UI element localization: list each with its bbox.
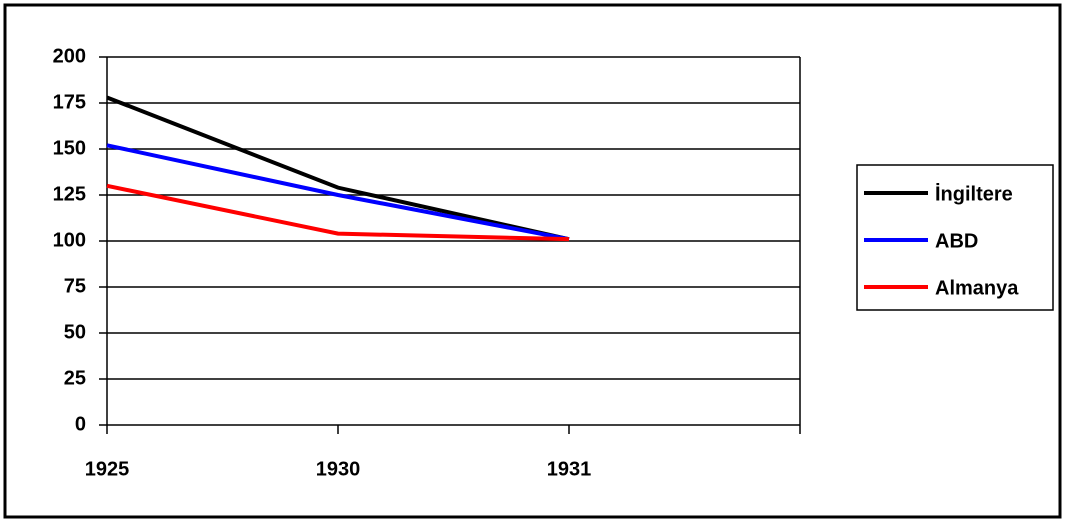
series-line — [106, 183, 570, 242]
legend-label: İngiltere — [935, 182, 1013, 205]
y-tick-label: 150 — [53, 137, 86, 159]
y-tick-label: 0 — [75, 413, 86, 435]
series-line — [106, 143, 570, 242]
y-tick-label: 50 — [64, 321, 86, 343]
series-line — [106, 95, 570, 242]
y-tick-label: 175 — [53, 91, 86, 113]
y-tick-label: 200 — [53, 45, 86, 67]
y-tick-label: 100 — [53, 229, 86, 251]
x-tick-label: 1930 — [316, 458, 361, 480]
x-tick-label: 1931 — [547, 458, 592, 480]
legend-label: ABD — [935, 230, 978, 252]
y-tick-label: 75 — [64, 275, 86, 297]
y-tick-label: 125 — [53, 183, 86, 205]
x-tick-label: 1925 — [85, 458, 130, 480]
legend-label: Almanya — [935, 277, 1019, 299]
y-tick-label: 25 — [64, 367, 86, 389]
